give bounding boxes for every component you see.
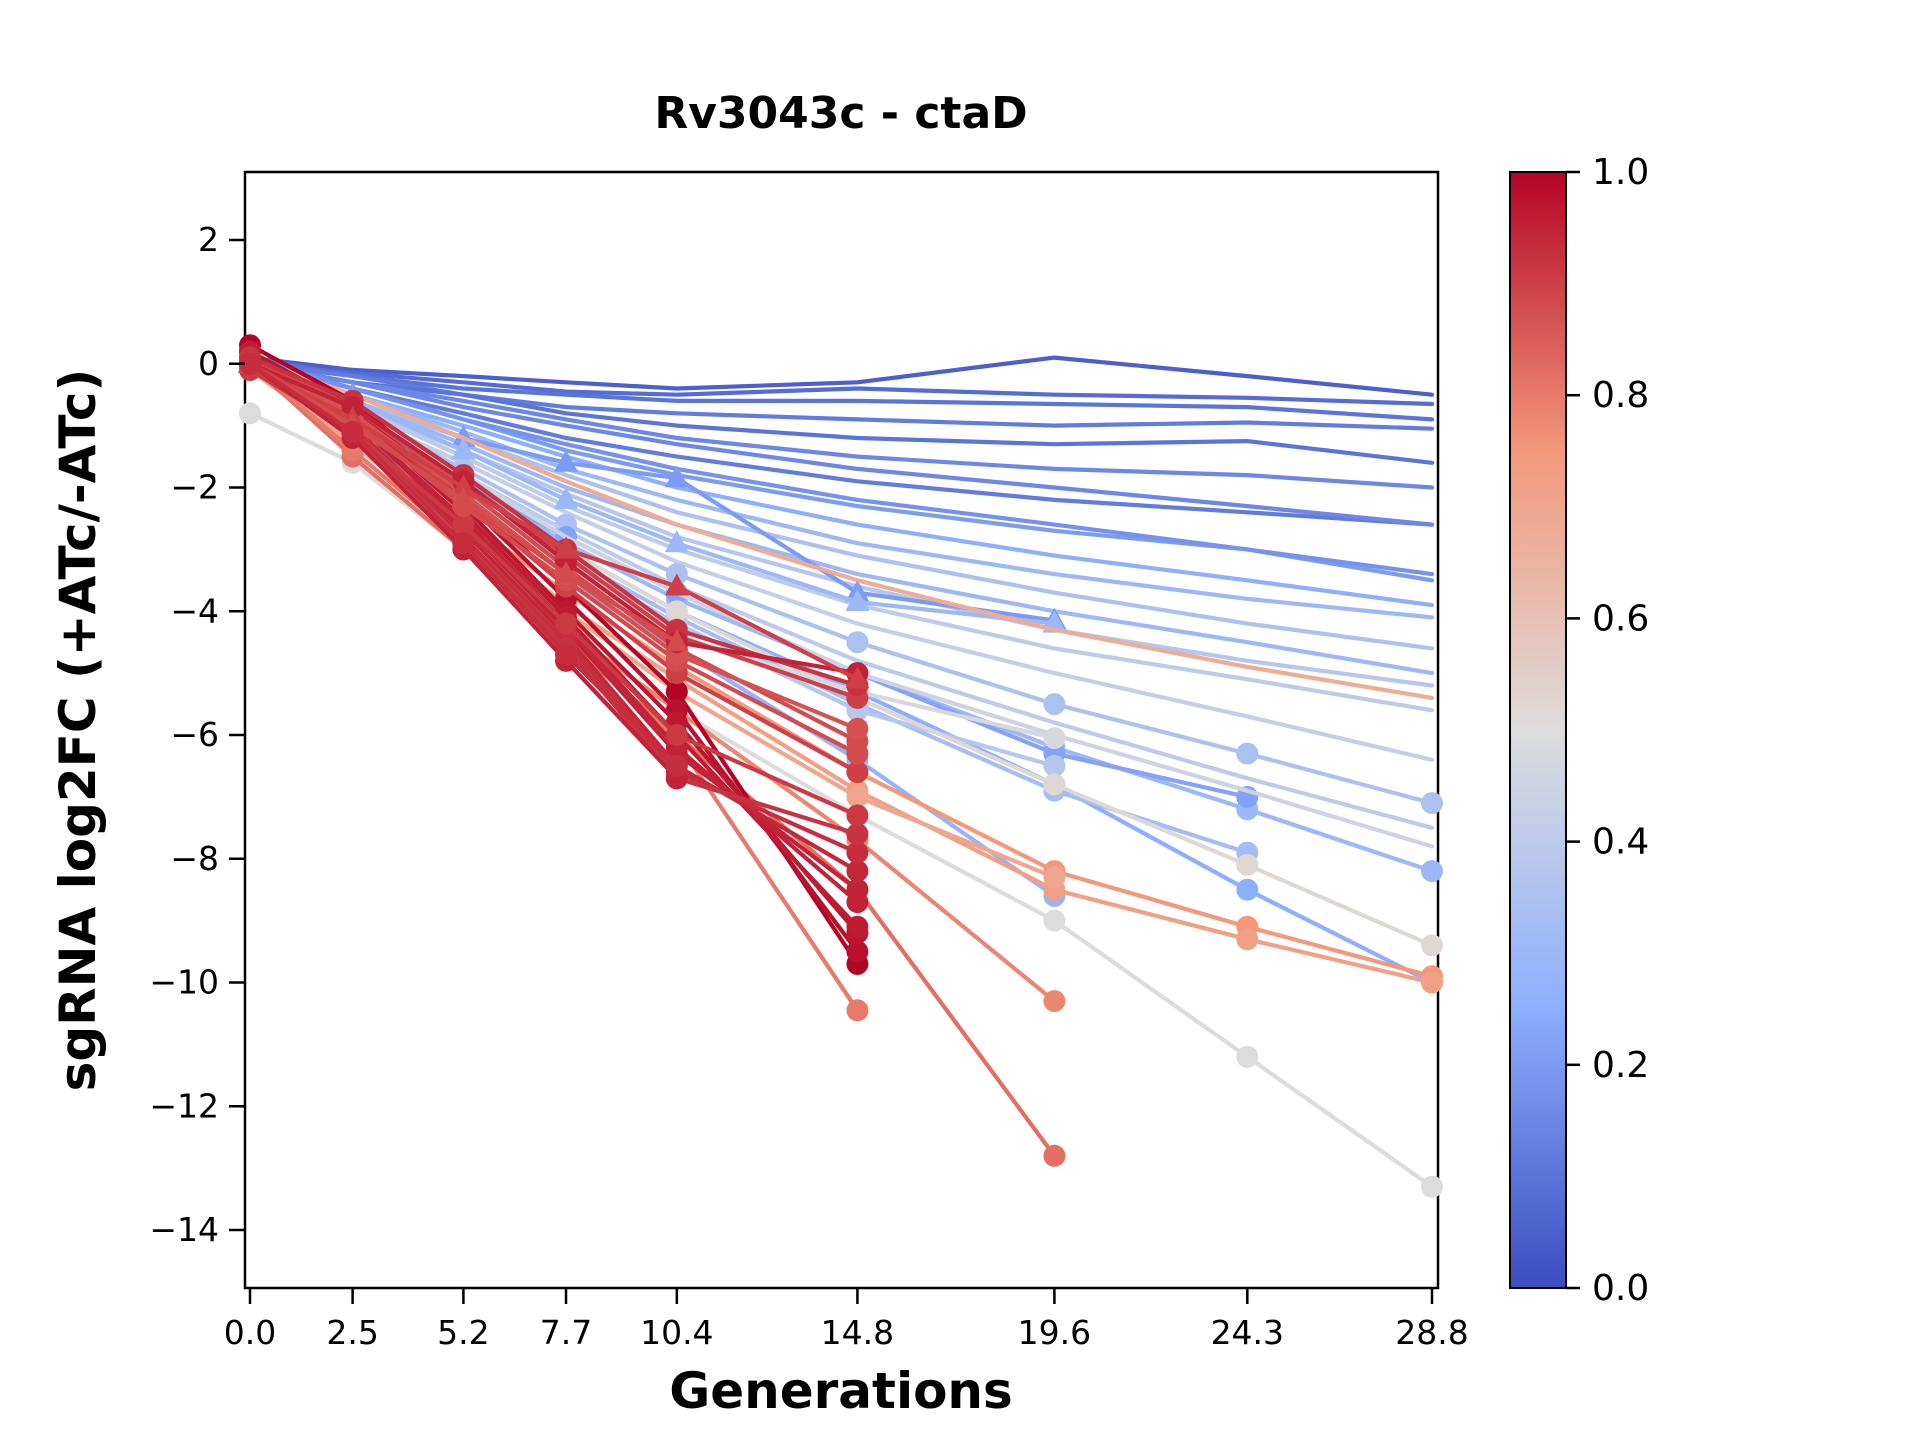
y-tick-label: −8: [170, 839, 219, 878]
series-line: [247, 361, 1435, 527]
data-point-circle: [555, 612, 577, 635]
y-tick-label: 0: [198, 344, 219, 383]
data-point-circle: [846, 717, 869, 740]
y-tick-label: −12: [149, 1086, 219, 1125]
data-point-circle: [1043, 693, 1066, 716]
series-line: [247, 355, 1435, 701]
series-line: [247, 355, 860, 688]
data-point-circle: [1043, 773, 1066, 796]
data-point-triangle: [664, 530, 689, 553]
series-line: [247, 361, 1435, 431]
data-point-circle: [846, 841, 869, 864]
colorbar-tick-label: 0.2: [1592, 1045, 1649, 1086]
data-point-triangle: [554, 561, 579, 584]
colorbar-tick-label: 0.8: [1592, 375, 1649, 416]
colorbar-tick-label: 1.0: [1592, 152, 1649, 193]
colorbar-ticks: 1.0 0.8 0.6 0.4 0.2 0.0: [1566, 152, 1649, 1309]
data-point-circle: [1421, 860, 1443, 883]
data-point-circle: [1043, 990, 1066, 1013]
colorbar-tick-label: 0.4: [1592, 822, 1649, 863]
y-axis-label: sgRNA log2FC (+ATc/-ATc): [49, 369, 107, 1092]
x-axis-label: Generations: [669, 1362, 1013, 1420]
data-point-circle: [665, 600, 688, 623]
series-line: [247, 361, 860, 731]
data-point-circle: [665, 680, 688, 703]
colorbar-tick-label: 0.0: [1592, 1268, 1649, 1309]
y-tick-label: −14: [149, 1210, 219, 1249]
y-axis: 2 0 −2 −4 −6 −8 −10 −12 −14: [149, 220, 245, 1249]
data-point-triangle: [664, 573, 689, 596]
data-point-circle: [1043, 727, 1066, 750]
data-point-circle: [1421, 971, 1443, 994]
x-tick-label: 7.7: [540, 1313, 592, 1352]
data-point-circle: [846, 631, 869, 654]
x-axis: 0.0 2.5 5.2 7.7 10.4 14.8 19.6 24.3 28.8: [224, 1288, 1469, 1352]
data-point-circle: [846, 940, 869, 963]
data-point-circle: [1421, 1175, 1443, 1198]
data-point-circle: [1421, 934, 1443, 957]
data-point-circle: [1236, 1045, 1259, 1068]
data-point-triangle: [845, 588, 870, 611]
data-point-circle: [452, 513, 475, 536]
series-line: [247, 361, 860, 682]
data-point-circle: [846, 785, 869, 808]
data-point-circle: [846, 860, 869, 883]
series-line: [247, 361, 1435, 407]
data-point-circle: [1236, 878, 1259, 901]
x-tick-label: 24.3: [1211, 1313, 1284, 1352]
data-point-circle: [846, 999, 869, 1022]
data-point-circle: [1236, 928, 1259, 951]
data-point-circle: [665, 724, 688, 746]
x-tick-label: 2.5: [326, 1313, 378, 1352]
data-point-circle: [665, 754, 688, 777]
data-point-circle: [846, 878, 869, 901]
plot-area: [243, 170, 1440, 1290]
y-tick-label: 2: [198, 220, 219, 259]
colorbar-tick-label: 0.6: [1592, 598, 1649, 639]
data-point-circle: [555, 643, 577, 666]
colorbar-gradient: [1509, 171, 1567, 1289]
data-point-circle: [1043, 866, 1066, 889]
x-tick-label: 14.8: [821, 1313, 894, 1352]
data-point-circle: [452, 532, 475, 555]
data-point-triangle: [554, 449, 579, 472]
data-point-circle: [1043, 754, 1066, 777]
chart-title: Rv3043c - ctaD: [654, 88, 1027, 139]
data-point-circle: [846, 804, 869, 827]
data-point-circle: [846, 915, 869, 938]
y-tick-label: −4: [170, 591, 219, 630]
y-tick-label: −10: [149, 963, 219, 1002]
data-point-triangle: [664, 465, 689, 488]
data-point-triangle: [664, 629, 689, 652]
x-tick-label: 10.4: [640, 1313, 713, 1352]
y-tick-label: −6: [170, 715, 219, 754]
series-line: [247, 361, 860, 676]
data-point-triangle: [451, 474, 476, 497]
series-line: [247, 355, 1435, 397]
x-tick-label: 0.0: [224, 1313, 276, 1352]
series-layer: [238, 334, 1443, 1198]
data-point-circle: [1421, 792, 1443, 815]
data-point-circle: [846, 761, 869, 784]
colorbar: 1.0 0.8 0.6 0.4 0.2 0.0: [1509, 152, 1649, 1309]
data-point-circle: [1043, 1144, 1066, 1167]
x-tick-label: 28.8: [1395, 1313, 1468, 1352]
x-tick-label: 19.6: [1018, 1313, 1091, 1352]
data-point-triangle: [554, 486, 579, 509]
data-point-circle: [1236, 742, 1259, 765]
data-point-circle: [846, 823, 869, 845]
data-point-circle: [1236, 853, 1259, 876]
x-tick-label: 5.2: [437, 1313, 489, 1352]
data-point-triangle: [845, 666, 870, 689]
data-point-triangle: [451, 486, 476, 509]
y-tick-label: −2: [170, 468, 219, 507]
data-point-circle: [239, 352, 261, 375]
data-point-circle: [341, 420, 364, 443]
data-point-circle: [1043, 909, 1066, 932]
data-point-triangle: [451, 437, 476, 460]
data-point-circle: [239, 402, 261, 425]
data-point-triangle: [554, 536, 579, 559]
